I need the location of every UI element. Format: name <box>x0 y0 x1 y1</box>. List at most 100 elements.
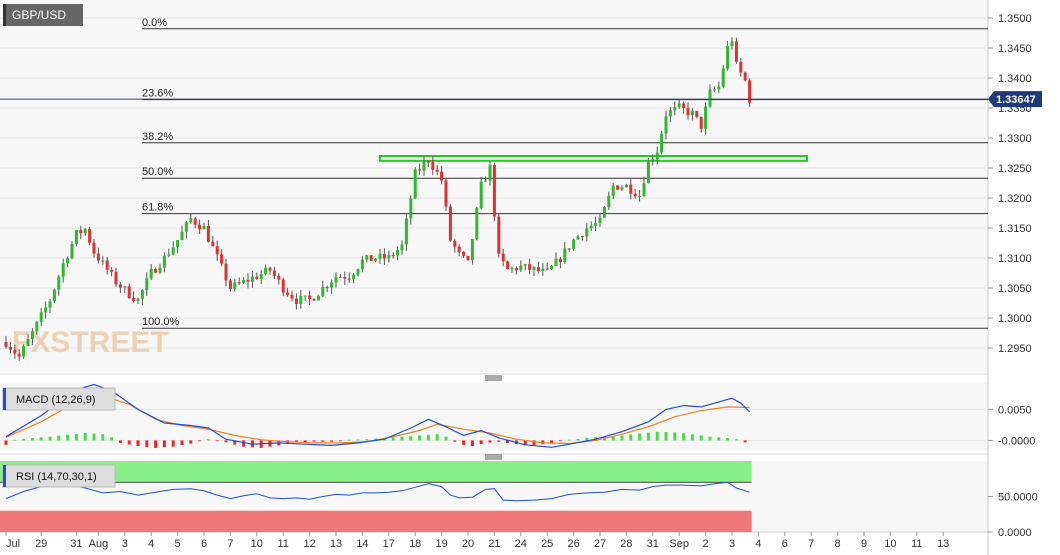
price-tick-label: 1.3100 <box>998 253 1032 265</box>
candle-body <box>501 253 505 262</box>
candle-body <box>74 230 78 244</box>
rsi-label-box[interactable]: RSI (14,70,30,1) <box>2 464 116 488</box>
candle-body <box>510 267 514 270</box>
candle-body <box>101 260 105 262</box>
candle-body <box>281 279 285 293</box>
candle-body <box>118 284 122 288</box>
candle-body <box>52 289 56 302</box>
x-tick-label: 19 <box>435 538 447 550</box>
candle-body <box>426 161 430 163</box>
candle-body <box>572 239 576 249</box>
x-tick-label: 27 <box>594 538 606 550</box>
macd-histogram-bar <box>356 439 360 441</box>
candle-body <box>611 185 615 196</box>
macd-histogram-bar <box>39 437 43 441</box>
macd-histogram-bar <box>497 440 501 442</box>
pane-resize-handle[interactable] <box>485 375 502 381</box>
macd-histogram-bar <box>74 433 78 441</box>
candle-body <box>312 299 316 301</box>
candle-body <box>105 260 109 270</box>
price-tick-label: 1.3250 <box>998 163 1032 175</box>
x-tick-label: 3 <box>122 538 128 550</box>
candle-body <box>466 255 470 260</box>
candle-body <box>413 169 417 199</box>
macd-histogram-bar <box>418 435 422 441</box>
candle-body <box>308 295 312 300</box>
candle-body <box>558 258 562 263</box>
candle-body <box>374 258 378 261</box>
candle-body <box>409 198 413 219</box>
candle-body <box>598 217 602 223</box>
macd-pane <box>0 382 988 451</box>
candle-body <box>475 208 479 239</box>
pane-resize-handle[interactable] <box>485 454 502 460</box>
candle-body <box>237 282 241 284</box>
macd-histogram-bar <box>338 440 342 442</box>
candle-body <box>272 270 276 276</box>
macd-histogram-bar <box>646 432 650 441</box>
fib-label: 50.0% <box>142 166 173 178</box>
candle-body <box>536 267 540 271</box>
rsi-overbought-zone <box>0 461 752 483</box>
candle-body <box>541 268 545 271</box>
candle-body <box>303 295 307 297</box>
candle-body <box>242 279 246 283</box>
candle-body <box>682 103 686 108</box>
macd-histogram-bar <box>611 436 615 441</box>
x-tick-label: 21 <box>488 538 500 550</box>
candle-body <box>633 193 637 197</box>
candle-body <box>651 159 655 161</box>
candle-body <box>638 195 642 197</box>
macd-histogram-bar <box>330 440 334 442</box>
candle-body <box>158 267 162 273</box>
x-tick-label: 13 <box>330 538 342 550</box>
candle-body <box>563 248 567 263</box>
candle-body <box>602 207 606 218</box>
price-tick-label: 1.3450 <box>998 43 1032 55</box>
x-tick-label: 24 <box>515 538 527 550</box>
candle-body <box>743 72 747 81</box>
candle-body <box>726 46 730 69</box>
candle-body <box>211 241 215 247</box>
fib-label: 38.2% <box>142 131 173 143</box>
candle-body <box>264 267 268 275</box>
macd-histogram-bar <box>312 440 316 442</box>
candle-body <box>338 276 342 278</box>
candle-body <box>690 110 694 116</box>
x-tick-label: 4 <box>148 538 154 550</box>
x-tick-label: 18 <box>409 538 421 550</box>
candle-body <box>88 229 92 243</box>
candle-body <box>149 269 153 279</box>
macd-histogram-bar <box>726 437 730 441</box>
macd-line <box>5 383 751 448</box>
candle-body <box>470 238 474 260</box>
macd-histogram-bar <box>690 434 694 441</box>
macd-histogram-bar <box>4 440 8 445</box>
candle-body <box>360 259 364 270</box>
macd-histogram-bar <box>391 437 395 441</box>
price-tick-label: 1.3500 <box>998 13 1032 25</box>
candle-body <box>35 321 39 332</box>
candle-body <box>550 265 554 270</box>
candle-body <box>629 184 633 194</box>
candle-body <box>26 339 30 346</box>
macd-histogram-bar <box>708 436 712 441</box>
candle-body <box>39 312 43 322</box>
candle-body <box>286 292 290 295</box>
candle-body <box>215 246 219 255</box>
candle-body <box>576 236 580 240</box>
candle-body <box>176 240 180 248</box>
symbol-badge[interactable]: GBP/USD <box>3 4 83 26</box>
candle-body <box>70 243 74 259</box>
macd-label-box[interactable]: MACD (12,26,9) <box>2 387 116 411</box>
macd-histogram-bar <box>444 436 448 441</box>
candle-body <box>523 264 527 266</box>
macd-histogram-bar <box>110 437 114 441</box>
macd-histogram-bar <box>682 433 686 441</box>
macd-histogram-bar <box>734 439 738 441</box>
macd-histogram-bar <box>321 440 325 442</box>
candle-body <box>180 231 184 241</box>
macd-histogram-bar <box>620 435 624 441</box>
candle-body <box>294 298 298 305</box>
candle-body <box>83 229 87 234</box>
